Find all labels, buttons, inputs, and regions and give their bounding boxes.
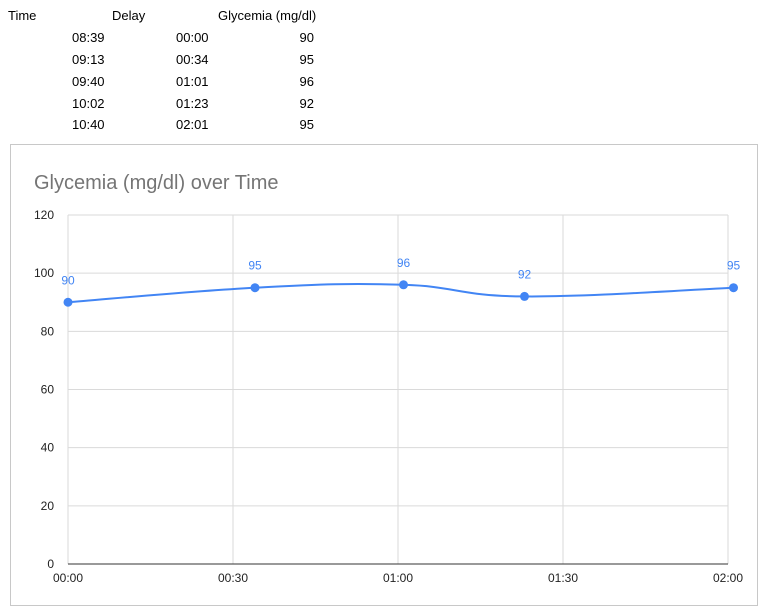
x-tick-label: 01:00 xyxy=(383,571,413,585)
table-row-time[interactable]: 09:40 xyxy=(72,74,105,89)
x-tick-label: 02:00 xyxy=(713,571,743,585)
table-row-delay[interactable]: 02:01 xyxy=(176,117,209,132)
table-row-time[interactable]: 10:40 xyxy=(72,117,105,132)
table-row-time[interactable]: 10:02 xyxy=(72,96,105,111)
chart-canvas: Glycemia (mg/dl) over Time 0 20 40 60 80 100 1… xyxy=(34,172,743,585)
axis-labels: 0 20 40 60 80 100 120 00:00 00:30 01:00 01:30 02:00 xyxy=(34,208,743,585)
x-tick-label: 00:30 xyxy=(218,571,248,585)
data-label: 96 xyxy=(397,256,411,270)
data-label: 95 xyxy=(248,259,262,273)
y-tick-label: 80 xyxy=(41,324,55,338)
table-row-time[interactable]: 08:39 xyxy=(72,30,105,45)
table-row-glycemia[interactable]: 95 xyxy=(299,52,314,67)
data-point[interactable] xyxy=(520,291,529,301)
series: 90 95 96 92 95 xyxy=(61,256,740,307)
table-row-delay[interactable]: 00:34 xyxy=(176,52,209,67)
header-glycemia[interactable]: Glycemia (mg/dl) xyxy=(218,8,317,23)
y-tick-label: 60 xyxy=(41,383,55,397)
line-chart[interactable]: Glycemia (mg/dl) over Time 0 20 40 60 80 100 1… xyxy=(10,144,758,606)
header-delay[interactable]: Delay xyxy=(112,8,146,23)
table-row-glycemia[interactable]: 92 xyxy=(299,96,314,111)
grid-lines xyxy=(67,214,729,565)
table-row-glycemia[interactable]: 90 xyxy=(299,30,314,45)
y-tick-label: 40 xyxy=(41,441,55,455)
y-tick-label: 0 xyxy=(47,557,54,571)
x-tick-label: 00:00 xyxy=(53,571,83,585)
data-label: 95 xyxy=(727,259,741,273)
chart-title: Glycemia (mg/dl) over Time xyxy=(34,172,279,194)
data-label: 90 xyxy=(61,273,75,287)
data-label: 92 xyxy=(518,267,532,281)
y-tick-label: 120 xyxy=(34,208,54,222)
data-point[interactable] xyxy=(399,280,408,290)
table-row-delay[interactable]: 01:23 xyxy=(176,96,209,111)
table-row-time[interactable]: 09:13 xyxy=(72,52,105,67)
data-point[interactable] xyxy=(63,297,73,307)
table-row-delay[interactable]: 01:01 xyxy=(176,74,209,89)
data-point[interactable] xyxy=(729,283,738,293)
table-row-glycemia[interactable]: 95 xyxy=(299,117,314,132)
y-tick-label: 20 xyxy=(41,499,55,513)
header-time[interactable]: Time xyxy=(8,8,37,23)
spreadsheet-table: Time Delay Glycemia (mg/dl) 08:39 00:00 … xyxy=(0,0,765,140)
x-tick-label: 01:30 xyxy=(548,571,578,585)
data-point[interactable] xyxy=(250,283,260,293)
table-row-delay[interactable]: 00:00 xyxy=(176,30,209,45)
y-tick-label: 100 xyxy=(34,266,54,280)
table-row-glycemia[interactable]: 96 xyxy=(299,74,314,89)
